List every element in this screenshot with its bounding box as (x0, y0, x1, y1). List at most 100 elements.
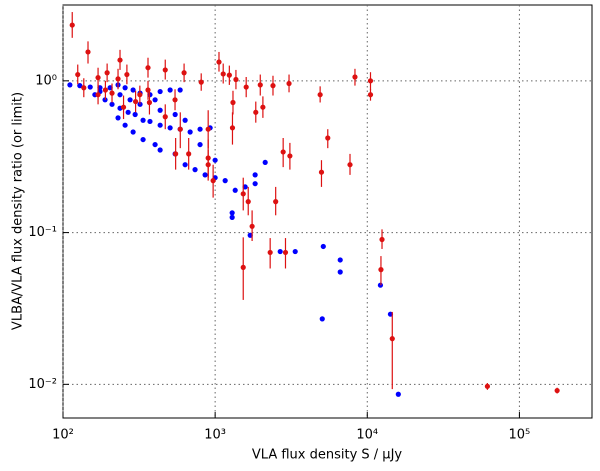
data-point (320, 243, 326, 250)
data-point (205, 126, 211, 132)
data-point (229, 210, 235, 216)
data-point (107, 85, 113, 91)
data-point (230, 99, 236, 106)
data-point (81, 85, 87, 91)
data-point (270, 83, 276, 89)
data-point (122, 122, 128, 128)
data-point (232, 187, 238, 193)
data-point (140, 117, 146, 123)
data-point (287, 153, 293, 159)
data-point (243, 84, 249, 90)
data-point (157, 147, 163, 153)
data-point (249, 223, 255, 229)
data-point (229, 125, 236, 131)
data-point (102, 87, 109, 93)
data-point (220, 71, 226, 77)
data-point (352, 74, 358, 80)
data-point (85, 49, 91, 55)
data-point (125, 109, 131, 115)
data-point (146, 99, 153, 106)
data-point (245, 199, 251, 205)
data-point (109, 101, 115, 107)
data-point (337, 257, 343, 263)
data-point (198, 79, 204, 85)
data-point (347, 162, 353, 168)
data-point (115, 115, 121, 121)
data-point (127, 97, 133, 103)
data-point (197, 126, 203, 132)
data-point (132, 111, 138, 118)
y-axis-label: VLBA/VLA flux density ratio (or limit) (11, 92, 26, 330)
data-point (181, 70, 187, 76)
data-point (240, 264, 246, 270)
data-point (122, 85, 128, 91)
data-point (240, 191, 246, 197)
data-point (319, 316, 325, 322)
data-point (104, 70, 110, 76)
data-point (367, 92, 374, 98)
data-point (140, 136, 146, 143)
data-point (252, 172, 258, 178)
data-point (87, 84, 93, 90)
data-point (120, 104, 127, 110)
data-point (247, 232, 253, 238)
x-tick-label: 10⁵ (509, 428, 531, 443)
data-point (197, 141, 203, 148)
data-point (182, 162, 188, 168)
y-tick-label: 10⁻¹ (28, 225, 57, 240)
x-tick-label: 10⁴ (356, 428, 378, 443)
data-point (187, 129, 193, 135)
data-point (132, 98, 139, 105)
data-point (484, 383, 490, 389)
data-point (252, 181, 258, 187)
data-point (182, 117, 188, 123)
data-point (192, 167, 198, 173)
data-point (145, 65, 151, 71)
data-point (222, 178, 228, 184)
data-point (229, 214, 235, 220)
data-point (172, 111, 178, 118)
data-point (378, 267, 384, 273)
data-point (167, 87, 173, 93)
data-point (292, 248, 298, 255)
data-point (395, 391, 401, 397)
data-point (554, 387, 560, 394)
data-point (286, 80, 292, 87)
data-point (77, 83, 83, 89)
data-point (177, 126, 183, 132)
data-point (389, 336, 395, 342)
data-point (216, 59, 222, 65)
x-axis-label: VLA flux density S / μJy (252, 448, 403, 463)
data-point (233, 76, 239, 83)
data-point (162, 67, 168, 73)
data-point (367, 78, 374, 84)
data-point (152, 141, 158, 148)
data-point (177, 87, 183, 93)
data-point (137, 92, 143, 98)
data-point (145, 87, 151, 93)
data-point (186, 151, 192, 157)
data-point (282, 249, 289, 256)
data-point (95, 92, 101, 98)
data-point (337, 269, 343, 275)
data-point (257, 82, 263, 88)
data-point (162, 114, 168, 120)
data-point (226, 72, 232, 78)
data-point (75, 71, 81, 78)
data-point (242, 184, 248, 190)
data-point (117, 57, 123, 63)
data-point (117, 92, 123, 98)
data-point (205, 162, 211, 168)
data-point (97, 85, 103, 91)
data-point (317, 92, 323, 98)
data-point (95, 75, 101, 81)
data-point (260, 104, 266, 110)
data-point (253, 109, 259, 115)
data-point (167, 125, 173, 131)
y-tick-label: 10⁰ (35, 73, 57, 88)
data-point (262, 159, 268, 166)
data-point (210, 178, 216, 184)
y-tick-label: 10⁻² (28, 377, 57, 392)
x-tick-label: 10³ (204, 428, 226, 443)
data-point (318, 169, 325, 175)
